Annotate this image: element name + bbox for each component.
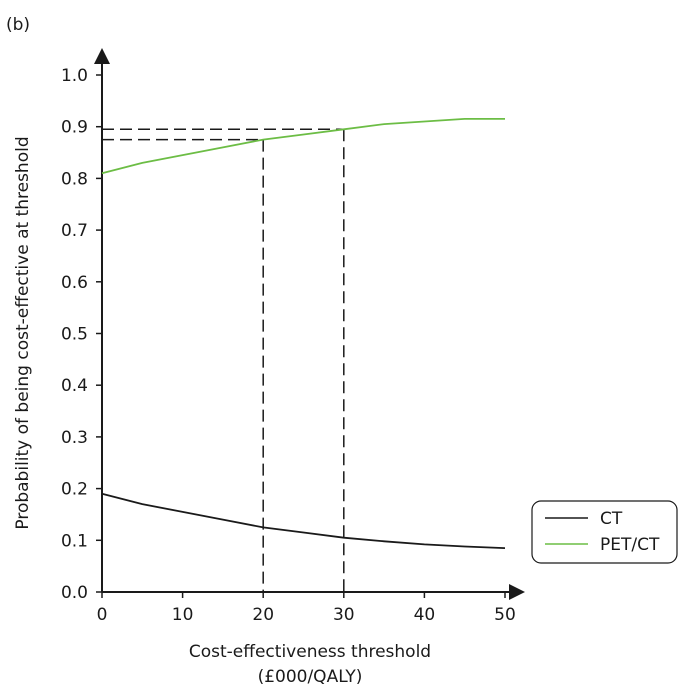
x-tick-label: 30 bbox=[333, 605, 355, 625]
legend-label-ct: CT bbox=[600, 509, 623, 529]
legend-label-petct: PET/CT bbox=[600, 535, 660, 555]
y-axis-title: Probability of being cost-effective at t… bbox=[13, 136, 33, 529]
y-axis-arrow bbox=[94, 48, 110, 64]
x-tick-label: 40 bbox=[414, 605, 436, 625]
x-tick-label: 0 bbox=[97, 605, 108, 625]
legend-box bbox=[531, 500, 678, 564]
x-tick-label: 50 bbox=[494, 605, 516, 625]
legend: CT PET/CT bbox=[531, 500, 678, 564]
y-tick-label: 0.7 bbox=[61, 221, 88, 241]
y-tick-label: 0.9 bbox=[61, 118, 88, 138]
series-line-pet-ct bbox=[101, 118, 505, 175]
x-tick-label: 20 bbox=[252, 605, 274, 625]
y-tick-label: 0.5 bbox=[61, 325, 88, 345]
x-tick-label: 10 bbox=[172, 605, 194, 625]
y-tick-label: 0.3 bbox=[61, 428, 88, 448]
y-tick-label: 0.2 bbox=[61, 480, 88, 500]
y-tick-label: 1.0 bbox=[61, 66, 88, 86]
y-tick-label: 0.6 bbox=[61, 273, 88, 293]
x-axis-arrow bbox=[509, 584, 525, 600]
y-tick-label: 0.4 bbox=[61, 376, 88, 396]
y-tick-label: 0.0 bbox=[61, 583, 88, 603]
y-tick-label: 0.8 bbox=[61, 169, 88, 189]
y-tick-label: 0.1 bbox=[61, 531, 88, 551]
series-line-ct bbox=[101, 492, 506, 549]
x-axis-title-line2: (£000/QALY) bbox=[258, 667, 363, 687]
panel-label: (b) bbox=[6, 15, 30, 35]
x-axis-title-line1: Cost-effectiveness threshold bbox=[189, 642, 431, 662]
plot-area: 0.0 0.1 0.2 0.3 0.4 0.5 0.6 0.7 0.8 0.9 1.0 0 10 20 30… bbox=[61, 48, 525, 625]
